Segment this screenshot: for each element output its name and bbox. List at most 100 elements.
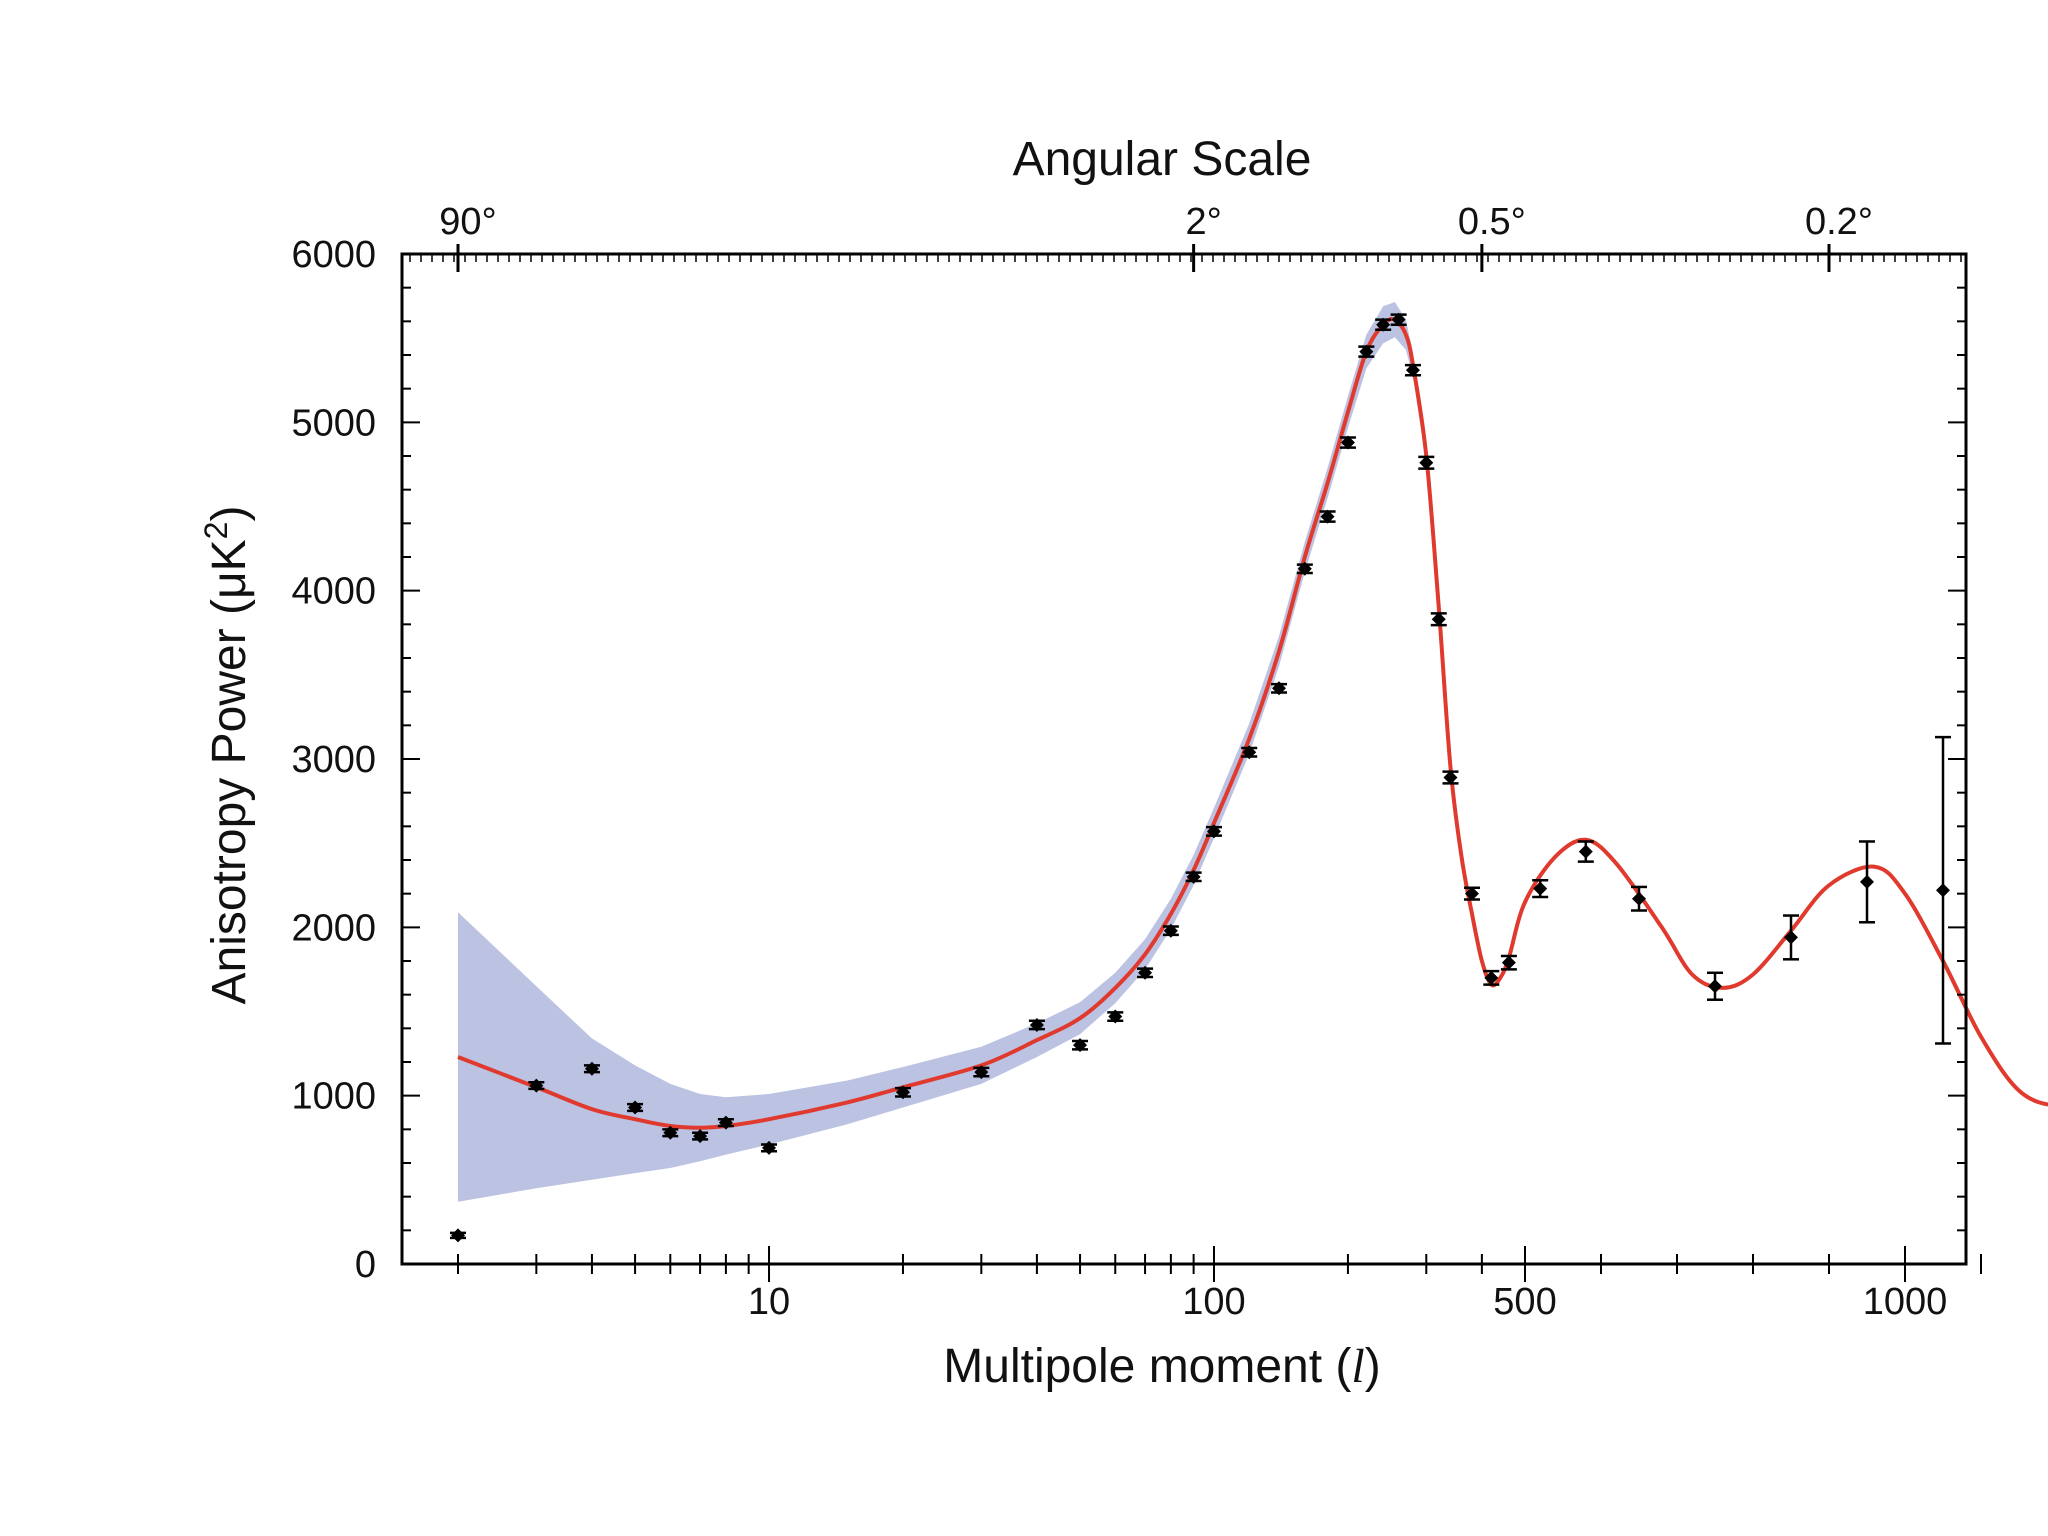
- diamond-marker: [1784, 930, 1798, 945]
- data-point-29: [1463, 886, 1480, 901]
- data-point-9: [973, 1065, 990, 1080]
- y-tick-label: 3000: [291, 739, 376, 781]
- data-point-18: [1271, 681, 1288, 696]
- diamond-marker: [762, 1140, 777, 1155]
- diamond-marker: [1163, 923, 1178, 938]
- data-point-27: [1430, 612, 1447, 627]
- data-point-17: [1241, 745, 1258, 760]
- top-tick-label: 0.2°: [1805, 201, 1873, 243]
- diamond-marker: [584, 1061, 599, 1076]
- data-point-11: [1072, 1038, 1089, 1053]
- top-tick-label: 2°: [1185, 201, 1221, 243]
- diamond-marker: [1029, 1017, 1044, 1032]
- data-point-23: [1375, 317, 1392, 332]
- x-tick-label: 500: [1493, 1281, 1556, 1323]
- diamond-marker: [1272, 681, 1287, 696]
- uncertainty-band: [458, 302, 1462, 1202]
- diamond-marker: [1186, 869, 1201, 884]
- diamond-marker: [895, 1085, 910, 1100]
- uncertainty-band-layer: [458, 302, 1462, 1202]
- data-point-16: [1205, 824, 1222, 839]
- diamond-marker: [718, 1115, 733, 1130]
- data-point-31: [1500, 954, 1517, 971]
- data-point-19: [1296, 561, 1313, 576]
- diamond-marker: [1936, 883, 1950, 898]
- diamond-marker: [451, 1228, 465, 1243]
- y-axis-title-close: ): [203, 506, 256, 522]
- x-tick-label: 100: [1182, 1281, 1245, 1323]
- fit-curve-layer: [457, 316, 2048, 1130]
- diamond-marker: [1533, 881, 1548, 896]
- x-tick-label: 10: [748, 1281, 790, 1323]
- diamond-marker: [693, 1129, 708, 1144]
- diamond-marker: [1073, 1038, 1088, 1053]
- diamond-marker: [1405, 363, 1420, 378]
- diamond-marker: [1443, 770, 1458, 785]
- diamond-marker: [1242, 745, 1257, 760]
- fit-curve: [457, 316, 2048, 1130]
- y-tick-label: 5000: [291, 402, 376, 444]
- data-point-33: [1577, 840, 1594, 863]
- y-axis-title-superscript: 2: [198, 522, 234, 540]
- data-point-26: [1418, 455, 1435, 470]
- diamond-marker: [1501, 955, 1516, 970]
- top-tick-label: 0.5°: [1458, 201, 1526, 243]
- diamond-marker: [1391, 312, 1406, 327]
- diamond-marker: [1340, 435, 1355, 450]
- y-tick-label: 1000: [291, 1076, 376, 1118]
- x-axis-title-close: ): [1365, 1340, 1381, 1393]
- data-point-1: [528, 1078, 545, 1093]
- data-point-38: [1935, 735, 1951, 1045]
- data-point-20: [1319, 509, 1336, 524]
- x-tick-label: 1000: [1863, 1281, 1948, 1323]
- top-axis-title: Angular Scale: [1013, 133, 1312, 186]
- y-tick-label: 4000: [291, 571, 376, 613]
- y-tick-label: 6000: [291, 234, 376, 276]
- data-point-21: [1339, 435, 1356, 450]
- diamond-marker: [1484, 970, 1499, 985]
- diamond-marker: [1708, 979, 1722, 994]
- diamond-marker: [974, 1065, 989, 1080]
- diamond-marker: [1108, 1009, 1123, 1024]
- axes-layer: 0 1000 2000 3000 4000 5000 6000 10 100 500 1000 90°…: [291, 201, 1982, 1323]
- data-point-30: [1483, 969, 1500, 986]
- y-axis-title: Anisotropy Power (μK2): [198, 506, 256, 1005]
- data-point-32: [1532, 878, 1549, 899]
- labels-layer: Angular Scale Multipole moment (l) Aniso…: [198, 133, 1381, 1393]
- diamond-marker: [1297, 561, 1312, 576]
- diamond-marker: [1464, 886, 1479, 901]
- data-point-25: [1404, 363, 1421, 378]
- data-points-layer: [450, 312, 1951, 1243]
- data-point-5: [692, 1129, 709, 1144]
- data-point-10: [1028, 1017, 1045, 1032]
- diamond-marker: [529, 1078, 544, 1093]
- diamond-marker: [663, 1125, 678, 1140]
- y-axis-title-text: Anisotropy Power (μK: [203, 539, 256, 1004]
- data-point-22: [1358, 344, 1375, 359]
- diamond-marker: [1419, 455, 1434, 470]
- x-axis-title-symbol: l: [1351, 1340, 1364, 1393]
- data-point-2: [583, 1061, 600, 1076]
- diamond-marker: [628, 1100, 643, 1115]
- diamond-marker: [1359, 344, 1374, 359]
- data-point-37: [1859, 840, 1875, 924]
- data-point-7: [761, 1140, 778, 1155]
- data-point-12: [1107, 1009, 1124, 1024]
- data-point-14: [1162, 923, 1179, 938]
- data-point-4: [662, 1125, 679, 1140]
- diamond-marker: [1138, 965, 1153, 980]
- data-point-3: [627, 1100, 644, 1115]
- y-tick-label: 2000: [291, 907, 376, 949]
- diamond-marker: [1320, 509, 1335, 524]
- data-point-34: [1631, 885, 1647, 912]
- x-axis-title-text: Multipole moment (: [943, 1340, 1351, 1393]
- data-point-8: [894, 1085, 911, 1100]
- top-tick-label: 90°: [439, 201, 496, 243]
- y-tick-label: 0: [355, 1244, 376, 1286]
- data-point-13: [1137, 965, 1154, 980]
- diamond-marker: [1632, 891, 1646, 906]
- data-point-0: [450, 1228, 466, 1243]
- data-point-6: [717, 1115, 734, 1130]
- diamond-marker: [1578, 844, 1593, 859]
